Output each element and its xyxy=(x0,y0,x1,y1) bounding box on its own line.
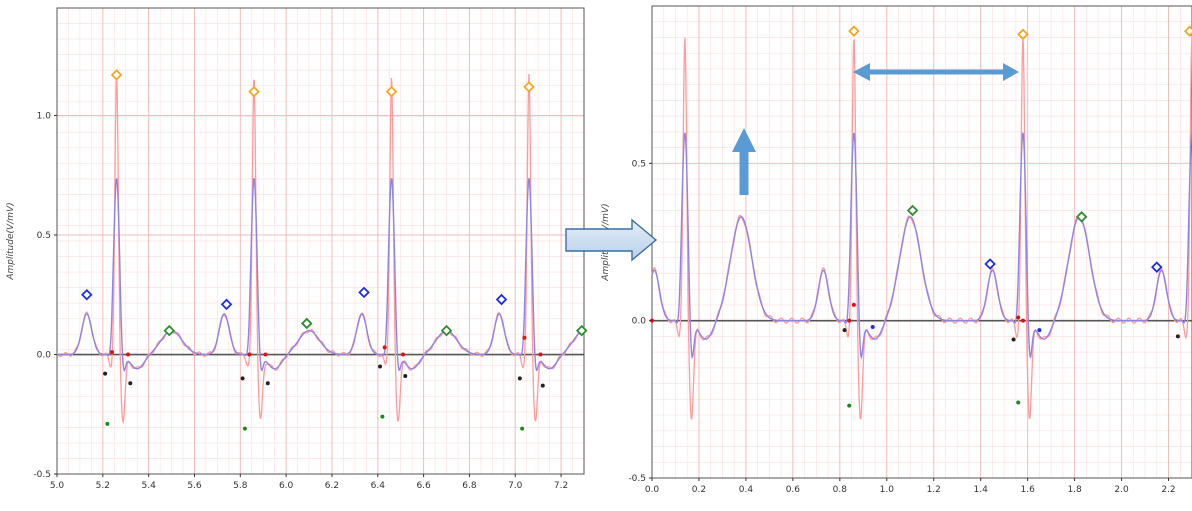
x-tick-label: 1.8 xyxy=(1067,485,1082,495)
offset-point-marker xyxy=(265,381,270,386)
q-point-marker xyxy=(538,352,543,357)
s-point-marker xyxy=(242,426,247,431)
x-tick-label: 6.2 xyxy=(325,481,339,491)
t-wave-marker xyxy=(300,317,313,330)
s-point-marker xyxy=(105,421,110,426)
t-wave-marker xyxy=(440,324,453,337)
offset-point-marker xyxy=(378,364,383,369)
grid xyxy=(56,7,585,475)
t-wave-marker xyxy=(1075,211,1088,223)
x-tick-label: 6.6 xyxy=(416,481,431,491)
r-peak-marker xyxy=(385,85,398,98)
s-point-marker xyxy=(380,414,385,419)
block-arrow-right-icon xyxy=(565,218,658,262)
r-peak-marker xyxy=(848,25,860,37)
p-wave-marker xyxy=(495,293,508,306)
t-wave-marker xyxy=(906,204,919,217)
filtered-ecg-series xyxy=(57,177,585,372)
s-point-marker xyxy=(847,403,852,408)
x-tick-label: 0.4 xyxy=(739,485,754,495)
x-tick-label: 0.0 xyxy=(645,485,660,495)
q-point-marker xyxy=(1016,315,1021,320)
offset-point-marker xyxy=(1175,334,1180,339)
q-point-marker xyxy=(522,335,527,340)
x-tick-label: 0.8 xyxy=(833,485,848,495)
r-peak-marker xyxy=(1017,28,1029,41)
p-wave-marker xyxy=(220,298,233,311)
x-tick-label: 7.2 xyxy=(554,481,568,491)
up-arrow-icon xyxy=(732,128,756,195)
s-point-marker xyxy=(1016,400,1021,405)
y-tick-label: 1.0 xyxy=(37,112,52,122)
r-peak-marker xyxy=(1183,25,1192,37)
x-tick-label: 5.2 xyxy=(96,481,110,491)
y-tick-label: 0.0 xyxy=(37,351,52,361)
x-tick-label: 5.8 xyxy=(233,481,248,491)
x-tick-label: 0.2 xyxy=(692,485,706,495)
q-point-marker xyxy=(109,350,114,355)
x-tick-label: 7.0 xyxy=(508,481,523,491)
offset-point-marker xyxy=(403,374,408,379)
q-point-marker xyxy=(126,352,131,357)
s-point-marker xyxy=(520,426,525,431)
offset-point-marker xyxy=(128,381,133,386)
r-peak-marker xyxy=(523,81,535,93)
p-wave-marker xyxy=(358,286,370,299)
q-point-marker xyxy=(847,318,852,323)
x-tick-label: 6.0 xyxy=(279,481,294,491)
q-point-marker xyxy=(382,345,387,350)
x-tick-label: 5.0 xyxy=(50,481,65,491)
x-tick-label: 5.6 xyxy=(187,481,202,491)
p-wave-marker xyxy=(984,258,996,270)
offset-point-marker xyxy=(1011,337,1016,342)
x-tick-label: 1.0 xyxy=(880,485,895,495)
y-tick-label: 0.5 xyxy=(37,231,51,241)
t-wave-marker xyxy=(575,324,588,337)
x-tick-label: 1.4 xyxy=(974,485,989,495)
q-point-marker xyxy=(400,352,405,357)
y-tick-label: -0.5 xyxy=(33,470,51,480)
x-tick-label: 5.4 xyxy=(141,481,156,491)
right-ecg-chart: 0.0 0.2 0.4 0.6 0.8 1.0 1.2 1.4 1.6 1.8 2.0 2.2 -0.5… xyxy=(601,5,1192,495)
offset-point-marker xyxy=(240,376,245,381)
y-tick-label: -0.5 xyxy=(628,474,646,484)
offset-point-marker xyxy=(842,328,847,333)
onset-point-marker xyxy=(1037,328,1042,333)
q-point-marker xyxy=(1020,318,1025,323)
y-tick-label: 0.0 xyxy=(632,317,647,327)
left-ecg-chart: 5.0 5.2 5.4 5.6 5.8 6.0 6.2 6.4 6.6 6.8 7.0 7.2 -0.5… xyxy=(6,7,588,491)
x-tick-label: 1.6 xyxy=(1020,485,1035,495)
y-tick-label: 0.5 xyxy=(632,159,646,169)
x-tick-label: 2.0 xyxy=(1114,485,1129,495)
x-tick-label: 6.4 xyxy=(371,481,386,491)
offset-point-marker xyxy=(540,383,545,388)
p-wave-marker xyxy=(1151,261,1163,273)
q-point-marker xyxy=(263,352,268,357)
offset-point-marker xyxy=(517,376,522,381)
x-tick-label: 6.8 xyxy=(462,481,477,491)
x-tick-label: 2.2 xyxy=(1161,485,1175,495)
t-wave-marker xyxy=(163,324,176,337)
p-wave-marker xyxy=(81,288,93,301)
filtered-ecg-series xyxy=(651,132,1192,360)
y-axis-label: Amplitude(V/mV) xyxy=(6,202,16,280)
offset-point-marker xyxy=(103,371,108,376)
x-tick-label: 1.2 xyxy=(927,485,941,495)
onset-point-marker xyxy=(870,324,875,329)
r-peak-marker xyxy=(248,85,260,98)
q-point-marker xyxy=(247,352,252,357)
x-tick-label: 0.6 xyxy=(786,485,801,495)
q-point-marker xyxy=(851,302,856,307)
rr-interval-double-arrow-icon xyxy=(853,63,1019,81)
r-peak-marker xyxy=(110,69,123,81)
